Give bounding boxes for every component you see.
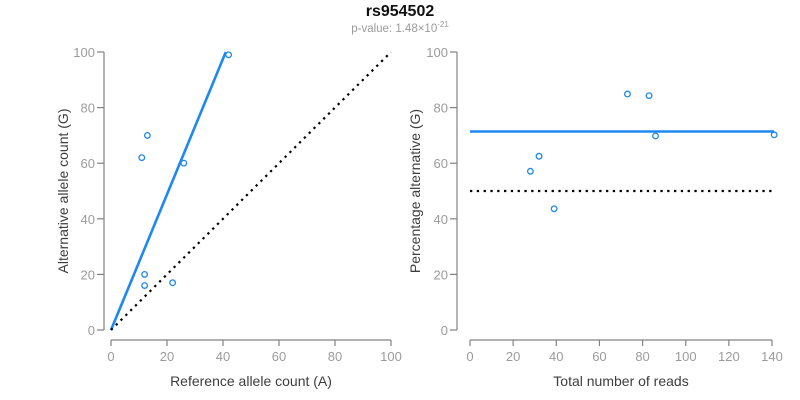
- data-point: [180, 159, 188, 167]
- y-tick-label: 60: [434, 156, 448, 171]
- x-tick-label: 80: [635, 349, 649, 364]
- data-point: [225, 51, 233, 59]
- data-point: [143, 131, 151, 139]
- y-tick-label: 0: [441, 323, 448, 338]
- y-tick-label: 20: [81, 267, 95, 282]
- x-tick-label: 60: [272, 349, 286, 364]
- data-point: [550, 205, 558, 213]
- fit-line: [109, 51, 228, 331]
- x-tick-label: 120: [718, 349, 740, 364]
- data-point: [770, 131, 778, 139]
- x-tick-label: 0: [466, 349, 473, 364]
- y-tick-label: 100: [73, 45, 95, 60]
- y-tick-label: 100: [426, 45, 448, 60]
- data-point: [535, 152, 543, 160]
- y-tick-label: 80: [81, 101, 95, 116]
- y-tick-label: 40: [434, 212, 448, 227]
- y-axis-label: Alternative allele count (G): [55, 109, 71, 274]
- identity-line: [110, 51, 392, 331]
- p-value-exponent: -21: [437, 20, 449, 30]
- x-tick-label: 80: [328, 349, 342, 364]
- x-tick-label: 20: [160, 349, 174, 364]
- data-point: [141, 282, 149, 289]
- data-point: [652, 132, 659, 140]
- x-axis-label: Reference allele count (A): [170, 373, 332, 389]
- y-tick-label: 40: [81, 212, 95, 227]
- data-point: [141, 270, 149, 278]
- x-tick-label: 140: [761, 349, 783, 364]
- percentage-vs-coverage-plot: 0 20 40 60 80 100 0 20 40 60 80 100 120 140 Total num…: [407, 45, 783, 389]
- data-point: [169, 279, 177, 287]
- y-tick-label: 80: [434, 101, 448, 116]
- plot-title: rs954502: [365, 3, 435, 20]
- y-tick-label: 0: [88, 323, 95, 338]
- x-tick-label: 40: [216, 349, 230, 364]
- data-point: [624, 90, 631, 98]
- data-point: [526, 167, 534, 175]
- p-value-text: p-value: 1.48×10: [351, 23, 438, 35]
- allele-counts-plot: 0 20 40 60 80 100 0 20 40 60 80 100 Reference allel…: [55, 45, 402, 389]
- p-value-label: p-value: 1.48×10-21: [0, 20, 800, 35]
- x-tick-label: 100: [675, 349, 697, 364]
- x-tick-label: 60: [592, 349, 606, 364]
- x-tick-label: 100: [380, 349, 402, 364]
- x-tick-label: 40: [549, 349, 563, 364]
- x-tick-label: 20: [506, 349, 520, 364]
- data-point: [138, 154, 146, 162]
- y-tick-label: 20: [434, 267, 448, 282]
- y-axis-label: Percentage alternative (G): [407, 109, 423, 273]
- x-tick-label: 0: [107, 349, 114, 364]
- data-point: [645, 92, 653, 100]
- x-axis-label: Total number of reads: [553, 373, 688, 389]
- y-tick-label: 60: [81, 156, 95, 171]
